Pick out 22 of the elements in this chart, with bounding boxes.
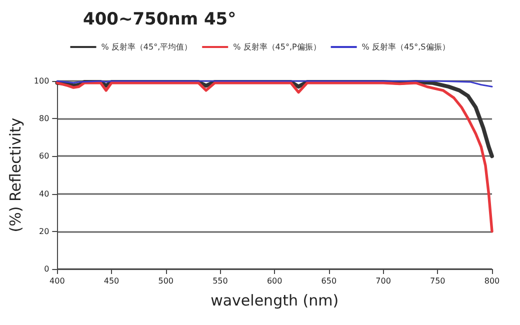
x-tick-label: 800 bbox=[484, 276, 500, 286]
legend-label: % 反射率（45°,P偏振） bbox=[233, 42, 321, 52]
y-tick-label: 80 bbox=[38, 114, 50, 124]
y-tick-label: 40 bbox=[38, 189, 50, 198]
x-tick-label: 700 bbox=[376, 276, 391, 286]
legend-label: % 反射率（45°,平均值） bbox=[101, 42, 192, 52]
x-tick-label: 750 bbox=[430, 276, 446, 286]
y-tick-label: 100 bbox=[34, 76, 50, 86]
y-tick-label: 60 bbox=[38, 152, 50, 161]
x-tick-label: 600 bbox=[266, 276, 282, 286]
legend-label: % 反射率（45°,S偏振） bbox=[362, 42, 450, 52]
y-tick-label: 0 bbox=[44, 264, 50, 274]
x-tick-label: 650 bbox=[321, 276, 337, 286]
line-series bbox=[56, 82, 494, 233]
x-axis-title: wavelength (nm) bbox=[210, 292, 339, 310]
x-tick-label: 400 bbox=[50, 276, 65, 286]
x-tick-label: 500 bbox=[158, 276, 174, 286]
y-axis-title: (%) Reflectivity bbox=[6, 118, 24, 232]
chart-title: 400~750nm 45° bbox=[83, 10, 236, 30]
x-tick-label: 550 bbox=[212, 276, 228, 286]
x-tick-label: 450 bbox=[104, 276, 120, 286]
y-tick-label: 20 bbox=[38, 226, 50, 236]
